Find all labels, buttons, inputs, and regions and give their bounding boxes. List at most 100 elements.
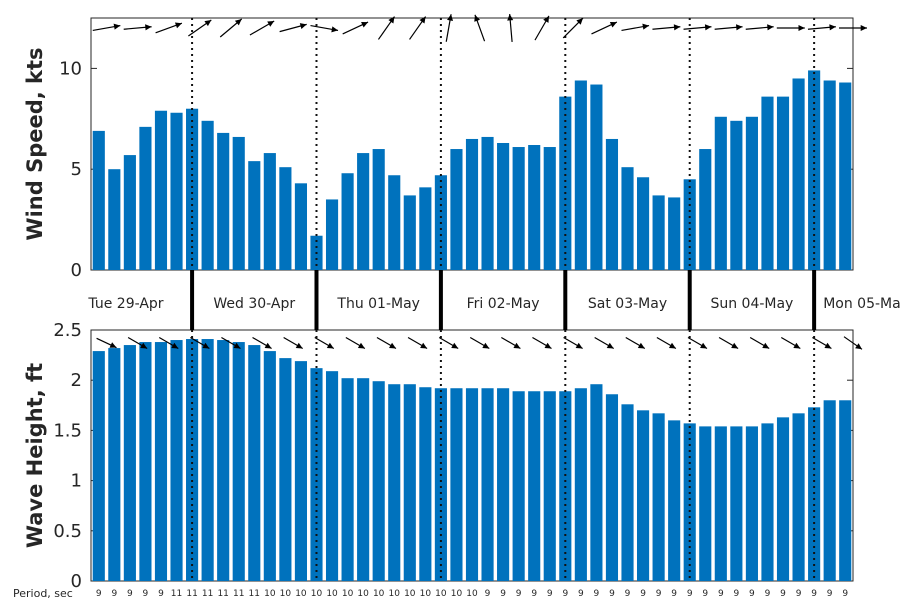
day-label: Thu 01-May (336, 296, 420, 312)
wind-direction-arrow (342, 21, 369, 35)
wind-bar (248, 161, 261, 270)
wind-direction-arrow (839, 24, 867, 32)
wind-direction-arrow (474, 14, 486, 42)
wave-direction-arrow (532, 336, 552, 350)
wave-bar (263, 351, 276, 581)
period-value: 9 (96, 589, 102, 599)
period-value: 9 (143, 589, 149, 599)
wave-bar (294, 361, 308, 581)
day-label: Tue 29-Apr (87, 296, 163, 312)
period-value: 9 (671, 589, 677, 599)
wave-direction-arrow (563, 336, 583, 350)
wave-bar (792, 413, 805, 581)
wind-bar (636, 177, 650, 270)
wind-bar (294, 183, 308, 270)
period-value: 10 (280, 589, 292, 599)
wave-y-axis-label: Wave Height, ft (23, 363, 47, 548)
wave-bar (139, 342, 152, 581)
wave-bar (279, 358, 292, 581)
period-value: 9 (127, 589, 133, 599)
wave-direction-arrow (221, 336, 241, 350)
wind-direction-arrow (745, 24, 774, 31)
period-value: 10 (357, 589, 369, 599)
period-value: 11 (171, 589, 182, 599)
wave-bar (730, 426, 743, 581)
wind-bar (108, 169, 121, 270)
wave-bar (683, 423, 696, 581)
wave-bar (652, 413, 665, 581)
wind-direction-arrow (123, 24, 152, 31)
wind-direction-arrow (534, 15, 550, 41)
period-value: 9 (796, 589, 802, 599)
period-value: 11 (233, 589, 244, 599)
period-value: 9 (158, 589, 164, 599)
wave-bar (450, 388, 463, 581)
wave-bar (170, 340, 183, 581)
wave-bar (92, 351, 105, 581)
wind-bar (730, 120, 743, 270)
wind-direction-arrow (507, 14, 514, 42)
day-label: Wed 30-Apr (213, 296, 295, 312)
wind-bar (745, 116, 758, 270)
wind-direction-arrow (310, 24, 339, 33)
wind-bar (139, 126, 152, 270)
wind-bar (279, 167, 292, 270)
wind-bar (92, 130, 105, 270)
wave-direction-arrow (376, 336, 397, 350)
wave-bar (419, 387, 432, 581)
wave-direction-arrow (314, 336, 335, 350)
wind-bar (465, 138, 479, 270)
wind-direction-arrow (92, 23, 121, 32)
wave-ytick-label: 1.5 (53, 420, 82, 441)
period-value: 9 (780, 589, 786, 599)
period-value: 10 (264, 589, 276, 599)
period-value: 9 (640, 589, 646, 599)
wave-direction-arrow (687, 336, 708, 350)
wave-bar (714, 426, 727, 581)
period-value: 10 (451, 589, 463, 599)
wave-bar (512, 391, 525, 581)
wind-bar (186, 108, 199, 270)
wave-bar (605, 394, 619, 581)
wind-bar (683, 179, 696, 270)
wind-bar (590, 84, 603, 270)
wave-bar (217, 340, 230, 581)
wind-bar (761, 96, 774, 271)
wind-bar (263, 153, 276, 270)
wave-bar (481, 388, 494, 581)
wind-bar (201, 120, 214, 270)
wind-bar (341, 173, 354, 270)
wind-bar (388, 175, 401, 270)
wind-speed-panel: 0 5 10 Wind Speed, kts (23, 14, 867, 281)
period-value: 10 (404, 589, 416, 599)
wave-direction-arrow (127, 336, 148, 350)
wind-bar (714, 116, 727, 270)
wave-bar (325, 371, 339, 581)
wind-bar (217, 132, 230, 270)
period-value: 9 (625, 589, 631, 599)
period-value: 10 (389, 589, 401, 599)
wind-bar (232, 136, 245, 270)
wind-bar (543, 147, 556, 270)
wave-ytick-label: 2.5 (53, 320, 82, 341)
period-value: 9 (765, 589, 771, 599)
wave-direction-arrow (594, 336, 615, 350)
wave-direction-arrow (345, 336, 366, 350)
wave-bar (497, 388, 510, 581)
day-label-strip: Tue 29-Apr Wed 30-Apr Thu 01-May Fri 02-May… (87, 270, 900, 330)
wind-ytick-label: 10 (59, 58, 82, 79)
wave-bar (808, 407, 821, 581)
wind-direction-arrow (219, 18, 243, 38)
wind-y-axis-label: Wind Speed, kts (23, 47, 47, 240)
wind-bar (605, 138, 619, 270)
period-value: 9 (656, 589, 662, 599)
wave-bar (357, 378, 370, 581)
wave-bar (388, 384, 401, 581)
wave-height-panel: 0 0.5 1 1.5 2 2.5 Wave Height, ft (23, 320, 863, 592)
wave-bar (434, 388, 447, 581)
period-value: 11 (186, 589, 197, 599)
wind-bar (357, 153, 370, 270)
wave-direction-arrow (252, 336, 272, 350)
wind-direction-arrow (279, 23, 307, 33)
period-value: 10 (420, 589, 432, 599)
